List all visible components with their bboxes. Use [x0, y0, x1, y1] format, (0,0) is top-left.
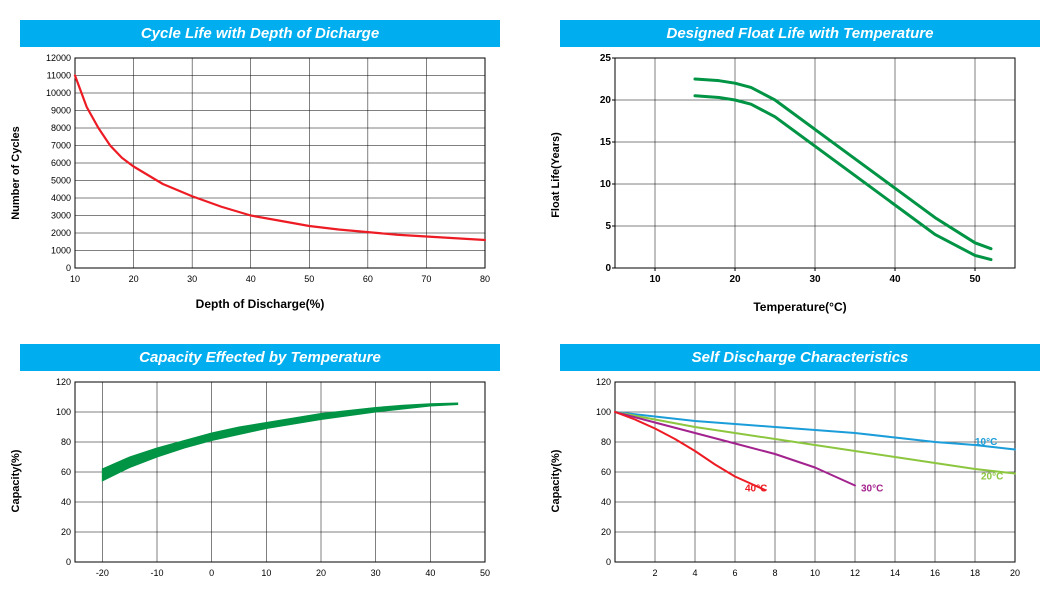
- chart-svg: 0 20 40 60 80 100 120 -20 -10 0 10 20 30 40 50: [20, 377, 495, 584]
- chart-wrap: Number of Cycles 01000200030004000500060…: [20, 53, 500, 293]
- svg-text:30: 30: [809, 274, 821, 285]
- svg-text:5: 5: [605, 221, 611, 232]
- svg-text:30°C: 30°C: [861, 484, 883, 495]
- svg-text:10: 10: [600, 179, 612, 190]
- svg-text:6: 6: [732, 568, 737, 578]
- svg-text:4: 4: [692, 568, 697, 578]
- y-axis-label: Float Life(Years): [550, 132, 562, 218]
- svg-text:11000: 11000: [47, 71, 71, 81]
- x-axis-label: Temperature(°C): [560, 300, 1040, 314]
- svg-text:80: 80: [61, 437, 71, 447]
- svg-text:120: 120: [596, 377, 611, 387]
- svg-text:0: 0: [606, 557, 611, 567]
- svg-text:1000: 1000: [51, 246, 71, 256]
- svg-text:0: 0: [605, 263, 611, 274]
- svg-text:100: 100: [596, 407, 611, 417]
- svg-text:12: 12: [850, 568, 860, 578]
- svg-text:12000: 12000: [46, 53, 71, 63]
- svg-text:60: 60: [61, 467, 71, 477]
- svg-text:10: 10: [261, 568, 271, 578]
- svg-text:4000: 4000: [51, 193, 71, 203]
- title-bar: Cycle Life with Depth of Dicharge: [20, 20, 500, 47]
- svg-text:50: 50: [969, 274, 981, 285]
- y-axis-label: Capacity(%): [550, 449, 562, 512]
- svg-text:10: 10: [810, 568, 820, 578]
- svg-text:30: 30: [187, 274, 197, 284]
- svg-text:60: 60: [601, 467, 611, 477]
- svg-text:2000: 2000: [51, 228, 71, 238]
- chart-wrap: Capacity(%) 020406080100120-20-100102030…: [20, 377, 500, 584]
- svg-text:-10: -10: [150, 568, 163, 578]
- svg-text:10: 10: [649, 274, 661, 285]
- svg-text:20: 20: [601, 527, 611, 537]
- chart-svg: 0 5 10 15 20 25 10 20 30 40 50: [560, 53, 1030, 296]
- svg-text:40: 40: [425, 568, 435, 578]
- svg-text:14: 14: [890, 568, 900, 578]
- svg-text:9000: 9000: [51, 106, 71, 116]
- svg-text:40: 40: [246, 274, 256, 284]
- y-axis-label: Capacity(%): [10, 449, 22, 512]
- x-axis-label: Depth of Discharge(%): [20, 297, 500, 311]
- title-bar: Designed Float Life with Temperature: [560, 20, 1040, 47]
- chart-wrap: Capacity(%) 0204060801001202468101214161…: [560, 377, 1040, 584]
- svg-text:20: 20: [316, 568, 326, 578]
- chart-svg: 0 1000 2000 3000 4000 5000 6000 7000 8000 9000 100…: [20, 53, 495, 293]
- panel-self-discharge: Self Discharge Characteristics Capacity(…: [560, 344, 1040, 584]
- svg-text:0: 0: [209, 568, 214, 578]
- svg-text:40°C: 40°C: [745, 484, 767, 495]
- svg-text:30: 30: [371, 568, 381, 578]
- svg-text:40: 40: [61, 497, 71, 507]
- svg-text:16: 16: [930, 568, 940, 578]
- svg-text:15: 15: [600, 137, 612, 148]
- svg-text:3000: 3000: [51, 211, 71, 221]
- svg-text:6000: 6000: [51, 158, 71, 168]
- svg-text:20°C: 20°C: [981, 472, 1003, 483]
- svg-text:70: 70: [421, 274, 431, 284]
- svg-text:-20: -20: [96, 568, 109, 578]
- svg-text:60: 60: [363, 274, 373, 284]
- title-bar: Capacity Effected by Temperature: [20, 344, 500, 371]
- svg-text:18: 18: [970, 568, 980, 578]
- svg-text:120: 120: [56, 377, 71, 387]
- svg-text:50: 50: [304, 274, 314, 284]
- svg-text:0: 0: [66, 263, 71, 273]
- svg-text:100: 100: [56, 407, 71, 417]
- svg-text:0: 0: [66, 557, 71, 567]
- svg-text:10: 10: [70, 274, 80, 284]
- title-bar: Self Discharge Characteristics: [560, 344, 1040, 371]
- svg-text:25: 25: [600, 53, 612, 64]
- svg-text:40: 40: [889, 274, 901, 285]
- panel-cycle-life: Cycle Life with Depth of Dicharge Number…: [20, 20, 500, 314]
- svg-text:7000: 7000: [51, 141, 71, 151]
- svg-text:50: 50: [480, 568, 490, 578]
- chart-wrap: Float Life(Years) 05101520251020304050: [560, 53, 1040, 296]
- chart-svg: 0 20 40 60 80 100 120 2 4 6 8 10 12 14 16 18 20 10°C 20°C 3…: [560, 377, 1030, 584]
- svg-text:20: 20: [1010, 568, 1020, 578]
- svg-text:80: 80: [480, 274, 490, 284]
- svg-text:20: 20: [129, 274, 139, 284]
- svg-text:20: 20: [729, 274, 741, 285]
- svg-text:40: 40: [601, 497, 611, 507]
- svg-text:8: 8: [772, 568, 777, 578]
- panel-float-life: Designed Float Life with Temperature Flo…: [560, 20, 1040, 314]
- svg-text:2: 2: [652, 568, 657, 578]
- svg-text:10°C: 10°C: [975, 437, 997, 448]
- svg-text:10000: 10000: [46, 88, 71, 98]
- svg-text:5000: 5000: [51, 176, 71, 186]
- svg-text:80: 80: [601, 437, 611, 447]
- svg-text:20: 20: [600, 95, 612, 106]
- chart-grid: Cycle Life with Depth of Dicharge Number…: [20, 20, 1040, 584]
- svg-text:20: 20: [61, 527, 71, 537]
- svg-text:8000: 8000: [51, 123, 71, 133]
- y-axis-label: Number of Cycles: [10, 126, 22, 220]
- panel-capacity-temp: Capacity Effected by Temperature Capacit…: [20, 344, 500, 584]
